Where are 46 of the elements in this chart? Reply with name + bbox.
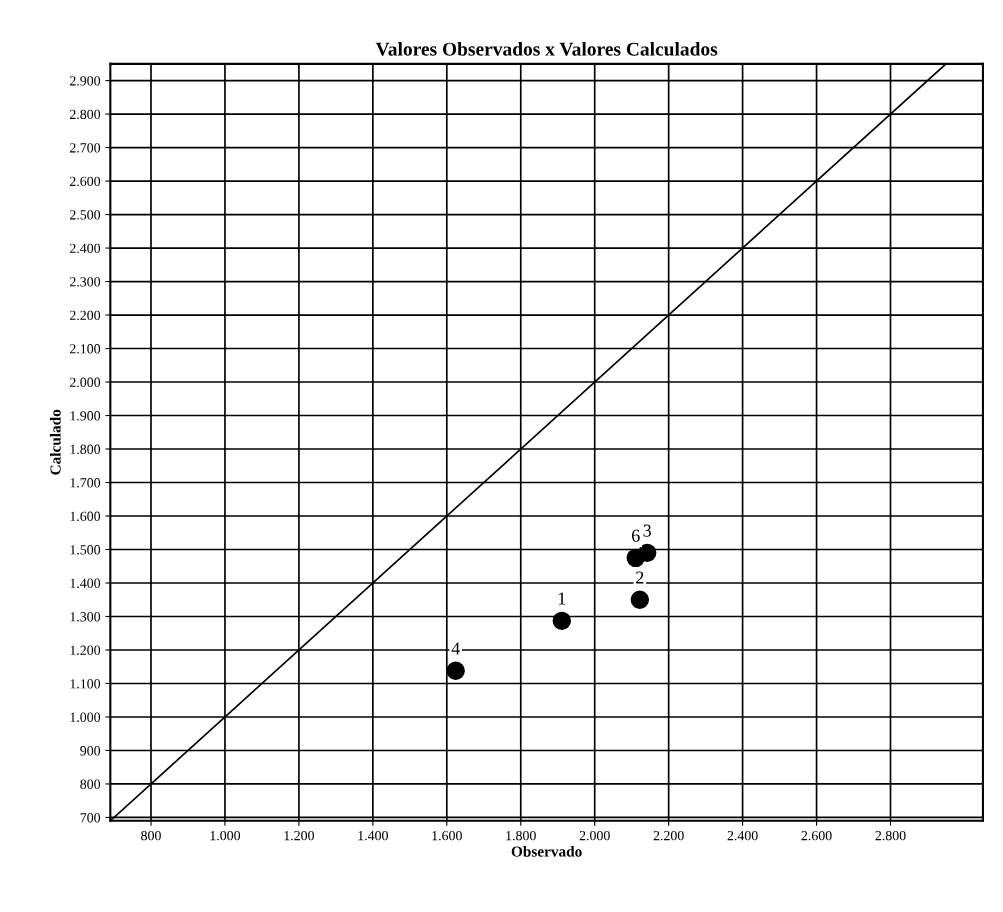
x-tick-label: 1.600 — [432, 830, 462, 841]
y-tick-label: 2.900 — [69, 76, 101, 86]
annotation: 4 — [451, 642, 460, 655]
y-tick-label: 1.200 — [70, 645, 101, 655]
x-tick-label: 800 — [141, 830, 161, 841]
annotation: 6 — [632, 529, 640, 542]
y-tick-label: 800 — [80, 779, 101, 789]
x-tick-label: 2.200 — [653, 830, 684, 841]
x-axis-title: Observado — [511, 845, 582, 857]
y-tick-label: 1.700 — [70, 478, 101, 488]
y-tick-label: 1.600 — [70, 511, 101, 522]
point — [552, 611, 571, 631]
x-tick-label: 2.000 — [579, 830, 610, 841]
point — [630, 590, 650, 609]
y-tick-label: 2.200 — [69, 310, 101, 321]
x-tick-label: 1.000 — [210, 830, 241, 841]
y-tick-label: 2.300 — [69, 277, 101, 287]
x-tick-label: 1.200 — [284, 830, 314, 841]
x-tick-label: 2.800 — [875, 830, 906, 841]
y-tick-label: 1.800 — [70, 444, 101, 455]
y-tick-label: 1.500 — [70, 545, 101, 555]
x-tick-label: 2.600 — [801, 830, 832, 841]
y-tick-label: 2.500 — [69, 210, 101, 220]
y-tick-label: 1.000 — [70, 712, 101, 722]
chart-title: Valores Observados x Valores Calculados — [375, 42, 718, 56]
y-tick-label: 700 — [80, 813, 101, 823]
x-tick-label: 1.800 — [506, 830, 536, 841]
y-tick-label: 1.900 — [70, 411, 101, 421]
annotation: 3 — [643, 524, 652, 537]
y-tick-label: 2.000 — [69, 377, 101, 388]
y-tick-label: 900 — [80, 746, 101, 756]
annotation: 1 — [558, 592, 566, 605]
y-tick-label: 2.800 — [69, 109, 101, 120]
annotation: 2 — [636, 571, 644, 584]
y-tick-label: 2.700 — [69, 143, 101, 153]
x-tick-label: 1.400 — [358, 830, 388, 841]
y-tick-label: 2.100 — [69, 344, 101, 354]
y-tick-label: 2.600 — [69, 176, 101, 187]
y-tick-label: 1.400 — [70, 578, 101, 589]
y-tick-label: 2.400 — [69, 243, 101, 254]
y-axis-title: Calculado — [49, 409, 61, 475]
point — [446, 661, 465, 680]
y-tick-label: 1.100 — [70, 679, 101, 689]
y-tick-label: 1.300 — [70, 612, 101, 622]
x-tick-label: 2.400 — [727, 830, 758, 841]
point — [626, 548, 645, 568]
